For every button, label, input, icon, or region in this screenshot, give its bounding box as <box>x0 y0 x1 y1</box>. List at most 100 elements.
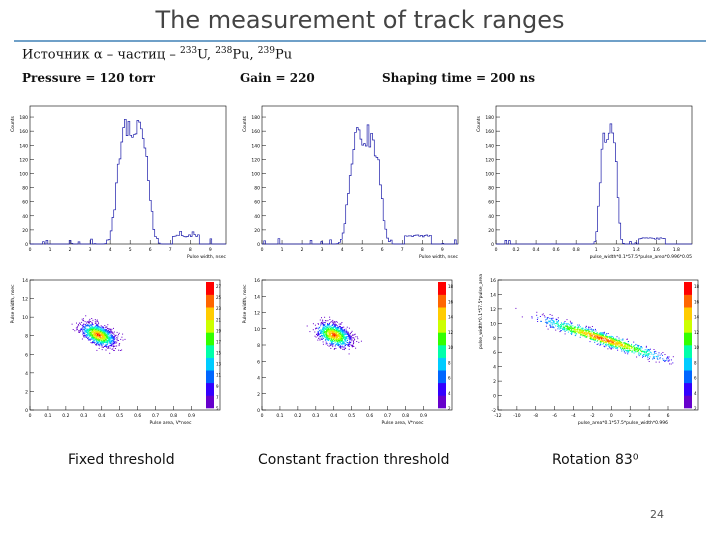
x-tick-label: -4 <box>571 413 576 419</box>
scatter-point <box>90 329 92 330</box>
scatter-point <box>116 341 118 343</box>
scatter-point <box>325 320 327 322</box>
scatter-point <box>324 328 326 330</box>
y-axis-label: Counts <box>242 115 248 131</box>
scatter-point <box>88 322 90 323</box>
scatter-point <box>601 334 603 335</box>
page-number: 24 <box>650 508 664 521</box>
scatter-point <box>88 330 90 332</box>
scatter-point <box>648 349 650 351</box>
scatter-point <box>326 335 328 337</box>
scatter-point <box>608 341 609 343</box>
scatter-point <box>348 343 350 345</box>
scatter-point <box>106 341 108 343</box>
scatter-point <box>322 332 324 334</box>
scatter-point <box>618 342 620 343</box>
scatter-point <box>596 335 598 336</box>
scatter-point <box>76 325 78 327</box>
scatter-point <box>603 334 604 336</box>
y-tick-label: 2 <box>25 389 28 395</box>
scatter-point <box>113 336 115 338</box>
scatter-point <box>558 326 560 328</box>
scatter-point <box>611 338 613 340</box>
plot-frame <box>497 279 699 411</box>
scatter-point <box>540 320 542 322</box>
scatter-point <box>595 328 596 330</box>
scatter-point <box>100 330 102 332</box>
x-tick-label: 1 <box>595 247 598 253</box>
scatter-point <box>608 340 610 342</box>
scatter-point <box>620 343 622 345</box>
scatter-point <box>637 345 639 347</box>
scatter-point <box>355 336 357 338</box>
scatter-point <box>101 326 103 328</box>
scatter-point <box>102 335 104 337</box>
scatter-point <box>90 334 92 336</box>
scatter-point <box>616 339 618 341</box>
scatter-point <box>601 332 603 334</box>
color-scale-label: 25 <box>216 295 222 300</box>
scatter-point <box>335 324 337 326</box>
scatter-point <box>560 330 562 332</box>
scatter-point <box>320 332 322 334</box>
plot-frame <box>495 105 693 245</box>
scatter-point <box>667 358 669 359</box>
scatter-point <box>104 338 105 340</box>
scatter-point <box>342 329 344 331</box>
color-scale-band <box>206 370 214 384</box>
x-axis-label: pulse_area*0.1*57.5*pulse_width*0.996 <box>578 420 668 426</box>
scatter-point <box>579 331 581 333</box>
scatter-point <box>552 326 554 328</box>
scatter-point <box>343 338 345 340</box>
scatter-point <box>583 333 585 335</box>
scatter-point <box>110 331 112 333</box>
color-scale-label: 17 <box>216 339 222 344</box>
scatter-point <box>641 351 643 353</box>
scatter-point <box>576 329 578 331</box>
scatter-point <box>105 331 107 333</box>
scatter-point <box>82 332 84 334</box>
scatter-point <box>600 344 602 346</box>
scatter-point <box>544 321 546 323</box>
scatter-point <box>116 339 118 341</box>
scatter-point <box>112 345 114 347</box>
scatter-point <box>662 352 664 353</box>
scatter-point <box>100 327 102 329</box>
scatter-point <box>612 340 614 342</box>
scatter-point <box>635 343 637 345</box>
scatter-point <box>610 343 612 345</box>
scatter-point <box>622 345 624 347</box>
scatter-point <box>585 330 587 332</box>
scatter-point <box>107 333 108 335</box>
scatter-point <box>89 328 91 330</box>
scatter-point <box>597 336 599 338</box>
scatter-point <box>646 350 648 352</box>
scatter-point <box>551 317 553 319</box>
scatter-point <box>657 354 659 356</box>
scatter-point <box>601 338 603 340</box>
scatter-point <box>99 342 101 344</box>
scatter-point <box>329 319 331 320</box>
scatter-point <box>549 326 551 328</box>
scatter-point <box>95 320 97 322</box>
scatter-point <box>617 343 619 345</box>
scatter-point <box>346 333 348 335</box>
scatter-point <box>336 340 338 342</box>
scatter-point <box>611 340 613 342</box>
scatter-point <box>610 336 612 338</box>
scatter-point <box>614 340 616 342</box>
scatter-point <box>613 338 615 340</box>
scatter-point <box>595 333 597 334</box>
scatter-point <box>612 336 614 338</box>
color-scale-label: 4 <box>694 391 697 396</box>
scatter-point <box>323 331 325 333</box>
scatter-point <box>326 337 328 339</box>
y-tick-label: 10 <box>22 315 28 321</box>
x-tick-label: 9 <box>441 247 444 253</box>
scatter-point <box>638 348 640 350</box>
scatter-point <box>560 330 561 332</box>
scatter-point <box>616 341 618 343</box>
scatter-point <box>575 333 577 335</box>
scatter-point <box>623 349 624 351</box>
scatter-point <box>596 332 598 334</box>
